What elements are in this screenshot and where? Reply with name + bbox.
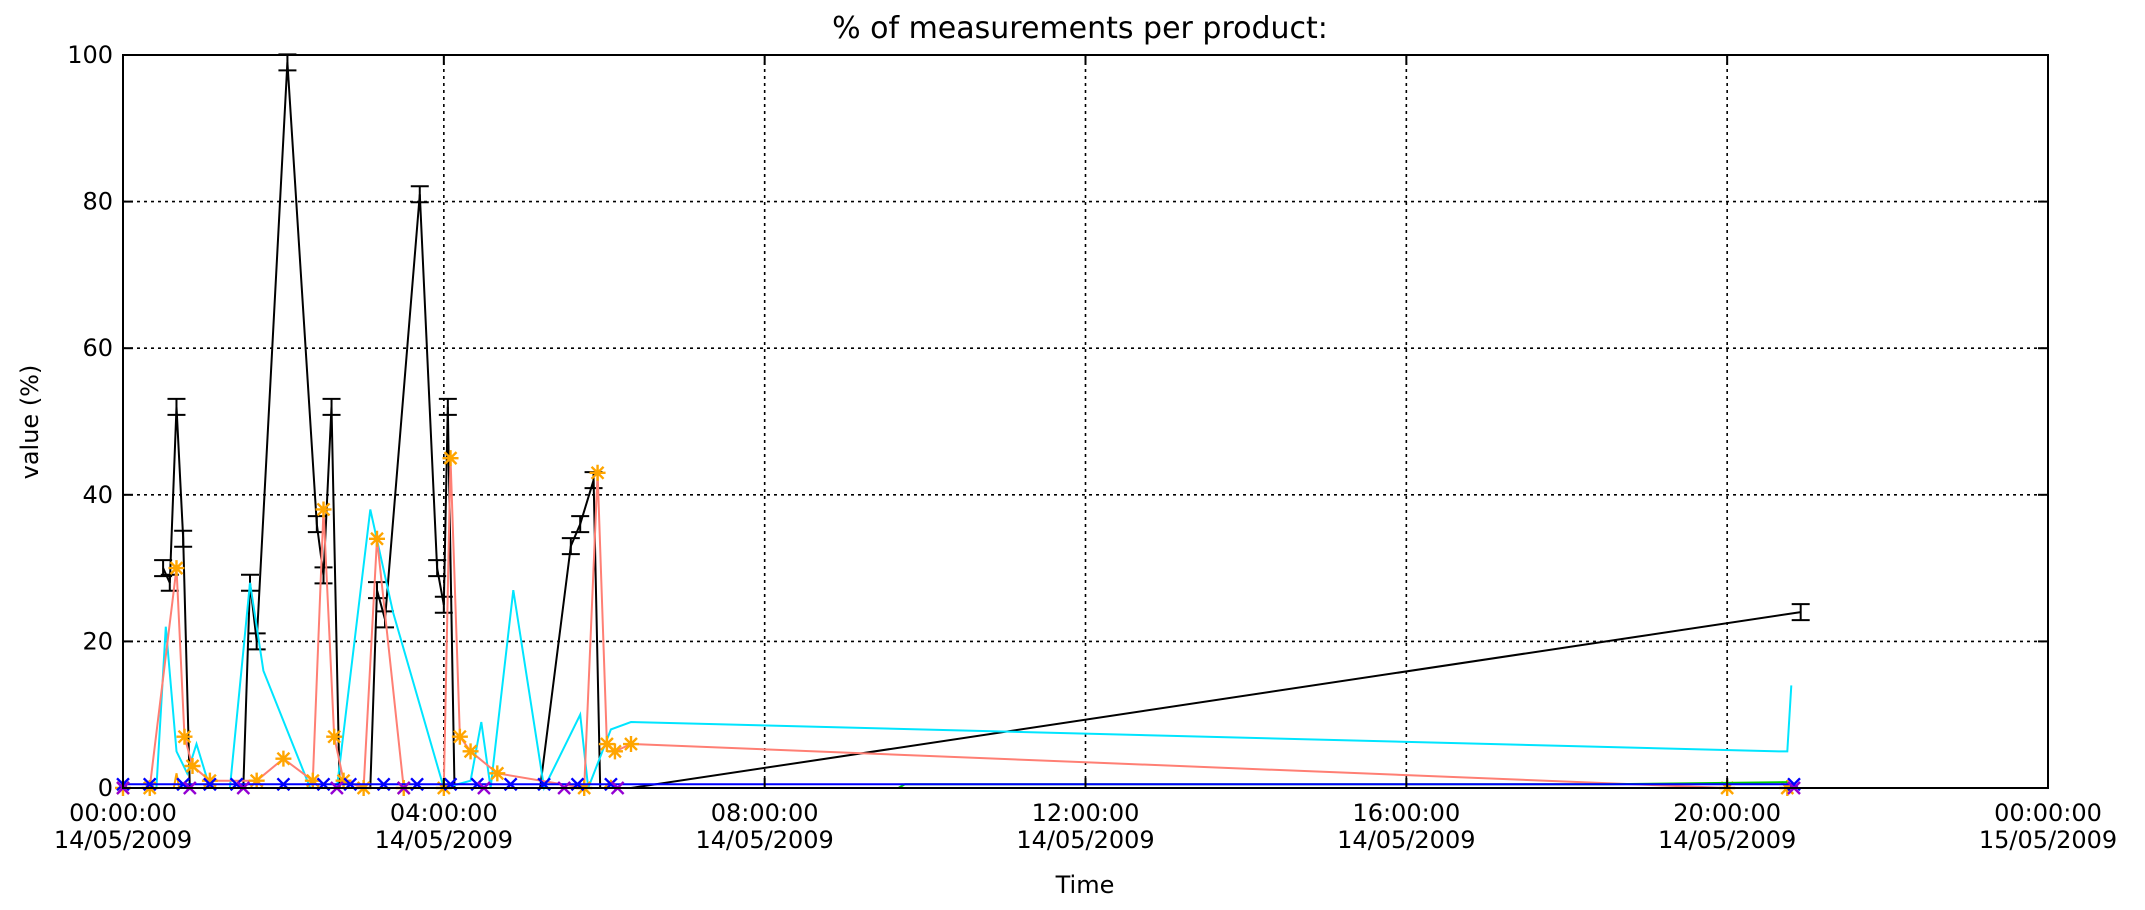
data-point — [571, 515, 590, 534]
y-tick-label: 60 — [82, 334, 113, 362]
data-point — [314, 566, 333, 585]
data-point — [598, 736, 615, 753]
data-point — [1791, 603, 1810, 622]
data-point — [489, 765, 506, 782]
data-point — [438, 397, 457, 416]
x-tick-label-time: 12:00:00 — [1032, 799, 1140, 827]
grid — [123, 55, 2048, 788]
data-point — [174, 529, 193, 548]
data-point — [247, 632, 266, 651]
series-line — [162, 62, 1801, 789]
x-axis-label: Time — [1055, 871, 1115, 899]
x-tick-label-date: 14/05/2009 — [1658, 826, 1796, 854]
x-tick-label-date: 14/05/2009 — [696, 826, 834, 854]
x-tick-label-date: 15/05/2009 — [1979, 826, 2117, 854]
y-axis-label: value (%) — [16, 365, 44, 480]
data-point — [315, 501, 332, 518]
data-point — [322, 397, 341, 416]
data-point — [335, 772, 352, 789]
data-point — [451, 728, 468, 745]
x-tick-label-time: 08:00:00 — [711, 799, 819, 827]
data-point — [606, 743, 623, 760]
x-tick-label-time: 00:00:00 — [69, 799, 177, 827]
data-point — [622, 736, 639, 753]
series-2 — [115, 450, 1796, 796]
series-0 — [154, 53, 1810, 789]
x-tick-label-date: 14/05/2009 — [1016, 826, 1154, 854]
data-point — [278, 53, 297, 72]
data-point — [184, 758, 201, 775]
series-line — [123, 509, 1793, 792]
data-point — [442, 450, 459, 467]
data-point — [176, 728, 193, 745]
x-tick-label-date: 14/05/2009 — [375, 826, 513, 854]
x-tick-label-time: 16:00:00 — [1352, 799, 1460, 827]
x-tick-label-time: 20:00:00 — [1673, 799, 1781, 827]
data-point — [434, 595, 453, 614]
data-point — [304, 772, 321, 789]
data-point — [589, 464, 606, 481]
data-point — [428, 559, 447, 578]
x-tick-label-date: 14/05/2009 — [1337, 826, 1475, 854]
y-tick-label: 100 — [67, 41, 113, 69]
y-tick-label: 40 — [82, 481, 113, 509]
data-point — [201, 772, 218, 789]
chart-title: % of measurements per product: — [832, 11, 1328, 46]
x-tick-label-time: 04:00:00 — [390, 799, 498, 827]
axis-ticks: 02040608010000:00:0014/05/200904:00:0014… — [54, 41, 2117, 854]
data-point — [248, 772, 265, 789]
data-point — [462, 743, 479, 760]
y-tick-label: 80 — [82, 188, 113, 216]
x-tick-label-date: 14/05/2009 — [54, 826, 192, 854]
y-tick-label: 0 — [98, 774, 113, 802]
data-point — [368, 530, 385, 547]
series-group — [115, 53, 1810, 796]
data-point — [168, 560, 185, 577]
series-1 — [122, 509, 1793, 792]
data-point — [275, 750, 292, 767]
data-point — [326, 728, 343, 745]
data-point — [167, 397, 186, 416]
y-tick-label: 20 — [82, 627, 113, 655]
data-point — [561, 537, 580, 556]
data-point — [410, 185, 429, 204]
x-tick-label-time: 00:00:00 — [1994, 799, 2102, 827]
